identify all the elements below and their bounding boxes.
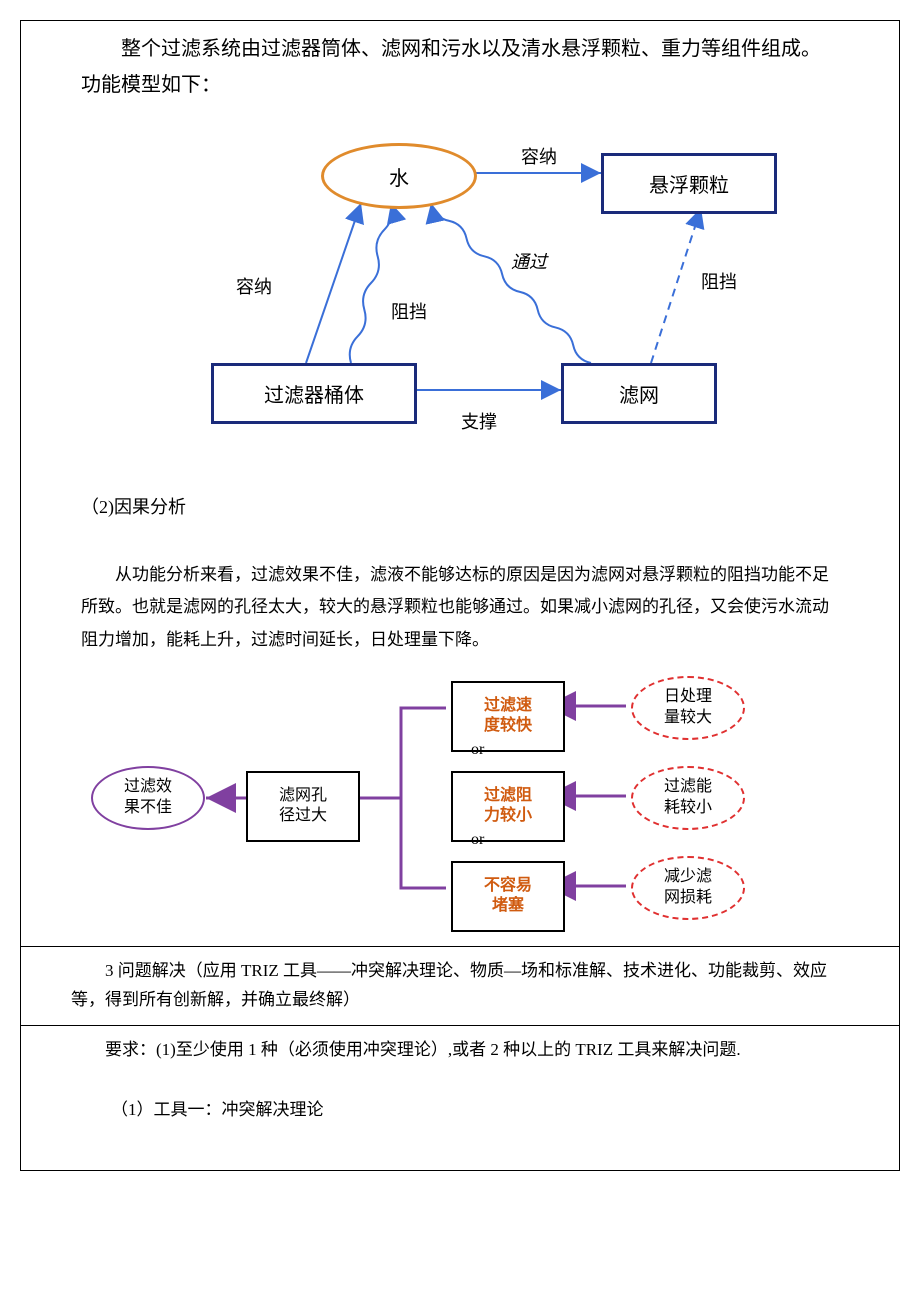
edge-label: 支撑: [461, 408, 497, 434]
causal-node-wear: 减少滤网损耗: [631, 856, 745, 920]
edge-label: 容纳: [521, 143, 557, 169]
section3-title: 3 问题解决（应用 TRIZ 工具——冲突解决理论、物质—场和标准解、技术进化、…: [71, 957, 849, 1015]
causal-node-bad: 过滤效果不佳: [91, 766, 205, 830]
section3-requirements: 要求：(1)至少使用 1 种（必须使用冲突理论）,或者 2 种以上的 TRIZ …: [71, 1036, 849, 1065]
or-label: or: [471, 831, 484, 849]
func-node-water: 水: [321, 143, 477, 209]
divider: [21, 1025, 899, 1026]
edge-label: 容纳: [236, 273, 272, 299]
causal-diagram: 过滤效果不佳滤网孔径过大 过滤速度较快过滤阻力较小不容易堵塞 日处理量较大过滤能耗较…: [41, 666, 879, 946]
edge-label: 阻挡: [391, 298, 427, 324]
subheading-causal: （2)因果分析: [81, 493, 899, 519]
func-node-particle: 悬浮颗粒: [601, 153, 777, 214]
func-node-filter: 滤网: [561, 363, 717, 424]
document-page: 整个过滤系统由过滤器筒体、滤网和污水以及清水悬浮颗粒、重力等组件组成。功能模型如…: [20, 20, 900, 1171]
or-label: or: [471, 741, 484, 759]
causal-node-daily: 日处理量较大: [631, 676, 745, 740]
causal-node-hole: 滤网孔径过大: [246, 771, 360, 842]
causal-node-clog: 不容易堵塞: [451, 861, 565, 932]
causal-analysis-text: 从功能分析来看，过滤效果不佳，滤液不能够达标的原因是因为滤网对悬浮颗粒的阻挡功能…: [81, 559, 839, 656]
edge-label: 通过: [511, 248, 547, 274]
divider: [21, 946, 899, 947]
intro-paragraph: 整个过滤系统由过滤器筒体、滤网和污水以及清水悬浮颗粒、重力等组件组成。功能模型如…: [81, 31, 839, 103]
edge-label: 阻挡: [701, 268, 737, 294]
func-node-barrel: 过滤器桶体: [211, 363, 417, 424]
functional-model-diagram: 水悬浮颗粒过滤器桶体滤网容纳容纳通过阻挡阻挡支撑: [61, 123, 859, 463]
causal-node-resist: 过滤阻力较小: [451, 771, 565, 842]
tool1-heading: （1）工具一：冲突解决理论: [111, 1095, 899, 1120]
causal-node-energy: 过滤能耗较小: [631, 766, 745, 830]
causal-node-speed: 过滤速度较快: [451, 681, 565, 752]
